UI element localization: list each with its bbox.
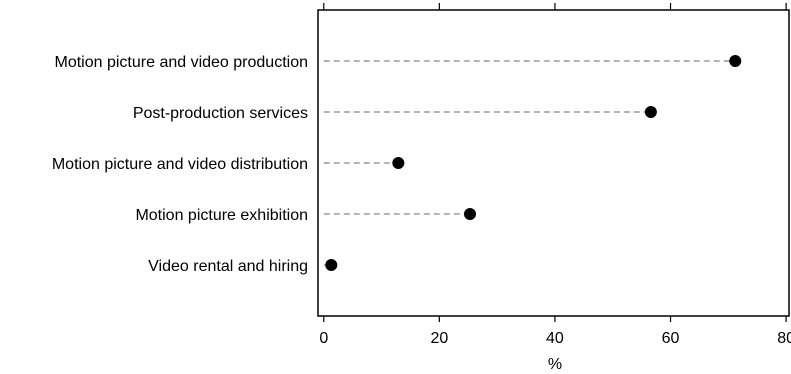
data-point — [392, 157, 405, 169]
data-points — [325, 55, 742, 271]
plot-frame — [317, 9, 790, 317]
category-labels: Motion picture and video production Post-… — [52, 54, 308, 275]
leader-lines — [323, 60, 736, 266]
x-tick-label: 0 — [319, 330, 328, 347]
x-tick-label: 80 — [777, 330, 791, 347]
category-label: Motion picture and video production — [55, 54, 309, 71]
x-axis-ticks: 0 20 40 60 80 — [319, 3, 791, 347]
data-point — [729, 55, 742, 67]
category-label: Motion picture exhibition — [135, 207, 308, 224]
data-point — [463, 208, 476, 220]
category-label: Video rental and hiring — [148, 258, 308, 275]
x-axis-title: % — [548, 356, 562, 373]
category-label: Post-production services — [133, 105, 308, 122]
x-tick-label: 40 — [546, 330, 564, 347]
x-tick-label: 20 — [430, 330, 448, 347]
data-point — [325, 259, 338, 271]
data-point — [644, 106, 657, 118]
category-label: Motion picture and video distribution — [52, 156, 308, 173]
x-tick-label: 60 — [662, 330, 680, 347]
